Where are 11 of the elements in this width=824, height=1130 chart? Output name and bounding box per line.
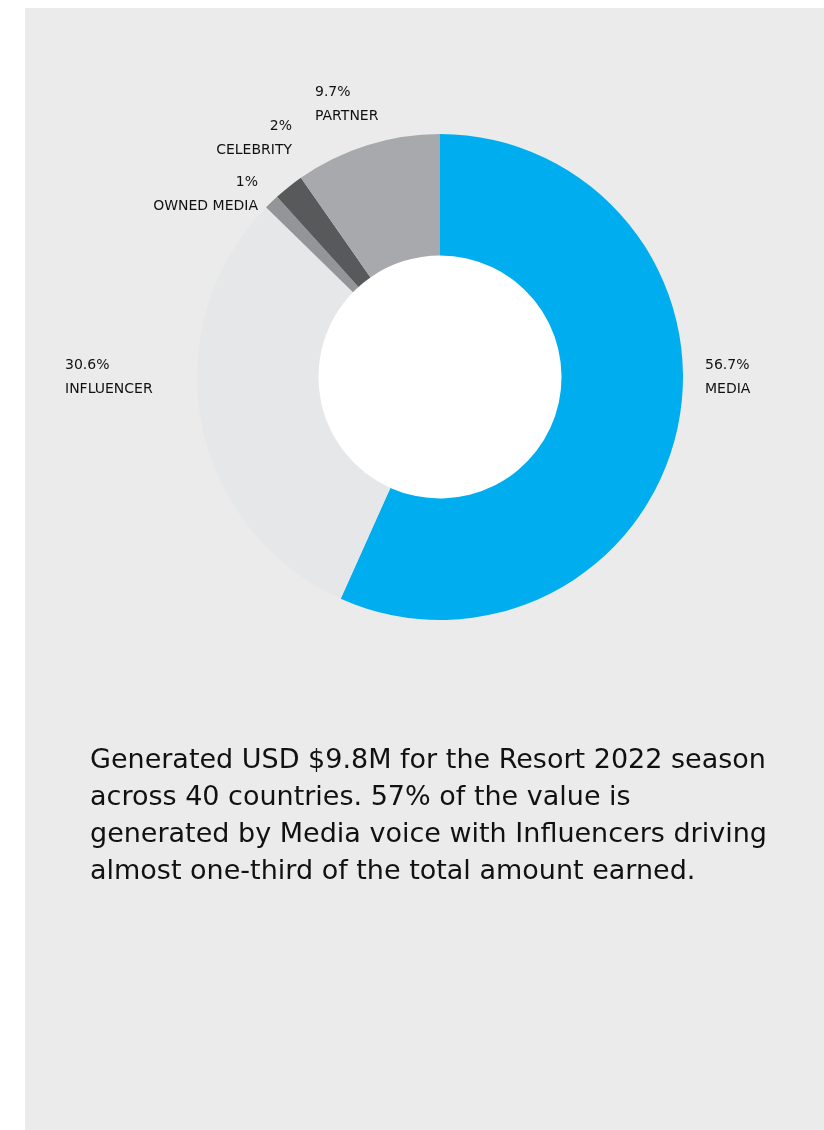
slice-label: PARTNER: [315, 106, 379, 123]
data-label: 9.7%: [315, 82, 351, 99]
slice-label: CELEBRITY: [216, 140, 293, 157]
data-label: 1%: [235, 172, 258, 189]
slice-label: OWNED MEDIA: [153, 196, 259, 213]
slice-label: INFLUENCER: [65, 379, 153, 396]
text: Generated USD $9.8M for the Resort 2022 season across 40 countries. 57% of the value is generated by Media voice with Influencers driving almost one-third of the total amount earned.: [90, 742, 768, 887]
data-label: 30.6%: [65, 355, 110, 372]
data-label: 2%: [269, 116, 292, 133]
data-label: 56.7%: [705, 355, 750, 372]
slice-label: MEDIA: [705, 379, 751, 396]
